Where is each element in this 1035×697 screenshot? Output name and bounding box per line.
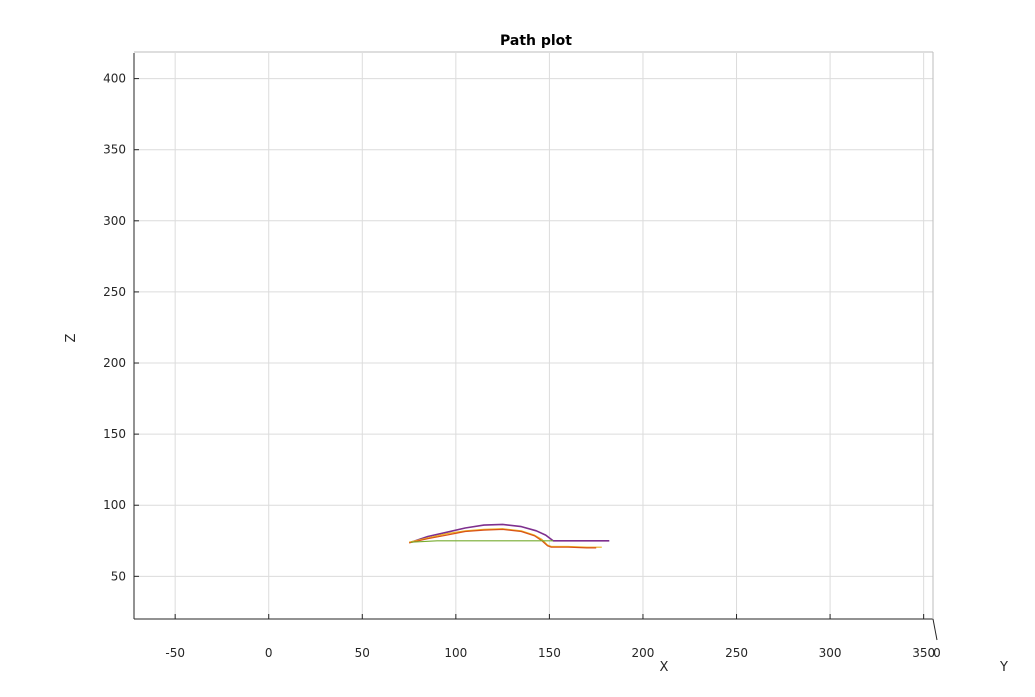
x-tick-label: 50 [355, 646, 370, 660]
y-tick-label: 0 [933, 646, 941, 660]
path-series-line [410, 540, 554, 543]
y-axis-label: Y [999, 660, 1008, 675]
z-tick-label: 150 [103, 427, 126, 441]
z-tick-label: 300 [103, 214, 126, 228]
x-tick-label: 150 [538, 646, 561, 660]
z-tick-label: 400 [103, 72, 126, 86]
data-series [408, 523, 610, 549]
grid-lines [134, 53, 933, 619]
chart-title: Path plot [500, 33, 572, 49]
z-tick-label: 250 [103, 285, 126, 299]
x-tick-label: 350 [912, 646, 935, 660]
x-tick-label: 200 [632, 646, 655, 660]
z-tick-label: 100 [103, 498, 126, 512]
z-axis-label: Z [64, 333, 79, 342]
tick-marks [134, 78, 925, 619]
z-tick-label: 200 [103, 356, 126, 370]
path-series-line [408, 528, 597, 549]
tick-labels: -50 0 50 100 150 200 250 300 350 50 100 150 200 250 30… [103, 72, 935, 660]
x-tick-label: -50 [165, 646, 185, 660]
path-series-line [410, 523, 610, 543]
x-tick-label: 300 [819, 646, 842, 660]
x-tick-label: 100 [444, 646, 467, 660]
y-axis-edge [932, 618, 938, 641]
axes-box [133, 51, 938, 641]
x-tick-label: 0 [265, 646, 273, 660]
path-series-line [408, 528, 602, 548]
x-tick-label: 250 [725, 646, 748, 660]
z-tick-label: 350 [103, 143, 126, 157]
z-tick-label: 50 [111, 569, 126, 583]
x-axis-label: X [660, 660, 669, 675]
